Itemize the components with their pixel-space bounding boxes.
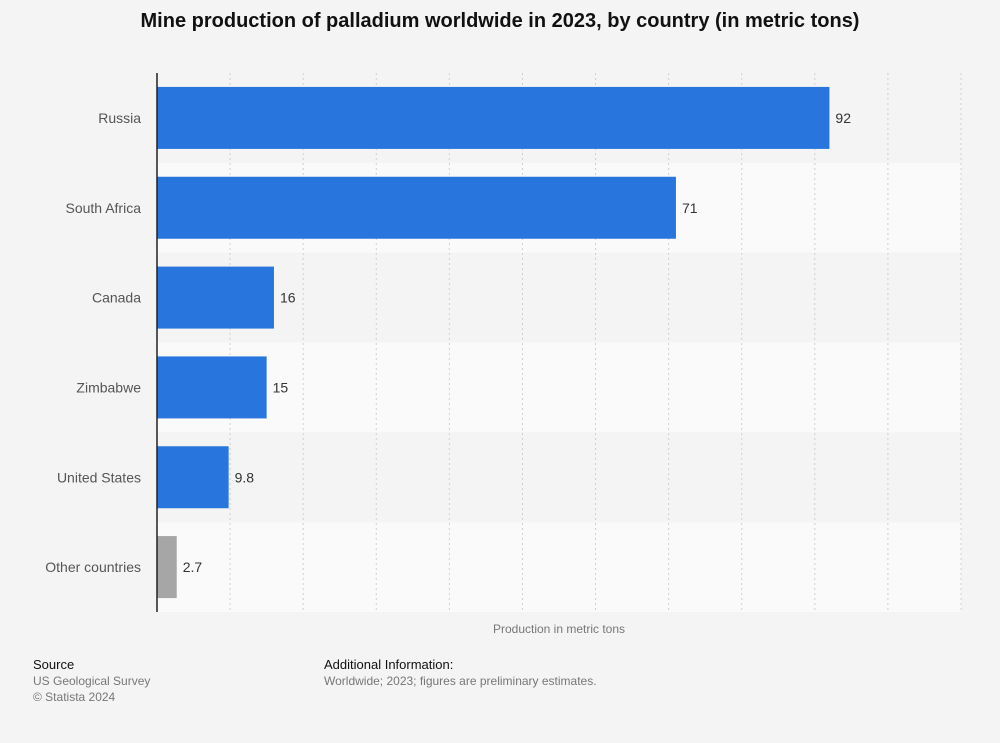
chart-title: Mine production of palladium worldwide i… <box>140 10 860 32</box>
row-band <box>157 432 961 523</box>
additional-info-text: Worldwide; 2023; figures are preliminary… <box>324 674 597 688</box>
bar <box>157 86 830 149</box>
data-label: 15 <box>273 379 289 395</box>
category-label: Other countries <box>45 559 141 575</box>
category-label: Zimbabwe <box>76 379 141 395</box>
additional-info-heading: Additional Information: <box>324 657 454 672</box>
row-band <box>157 252 961 343</box>
row-band <box>157 522 961 612</box>
category-label: Canada <box>92 290 141 306</box>
x-axis-title: Production in metric tons <box>493 622 625 636</box>
data-label: 92 <box>835 110 851 126</box>
bar <box>157 536 177 599</box>
additional-info-block: Additional Information: Worldwide; 2023;… <box>324 657 597 689</box>
bar <box>157 176 676 239</box>
row-band <box>157 342 961 433</box>
bar-chart: Russia 92 South Africa 71 Canada 16 Zimbabwe 15… <box>45 73 962 636</box>
bar <box>157 356 267 419</box>
source-line-1: US Geological Survey <box>33 674 151 688</box>
source-line-2: © Statista 2024 <box>33 690 116 704</box>
bar <box>157 446 229 509</box>
data-label: 9.8 <box>235 469 255 485</box>
source-block: Source US Geological Survey © Statista 2… <box>33 657 150 705</box>
source-heading: Source <box>33 657 75 672</box>
data-label: 16 <box>280 290 296 306</box>
category-label: United States <box>57 469 141 485</box>
data-label: 71 <box>682 200 698 216</box>
bar <box>157 266 274 329</box>
data-label: 2.7 <box>183 559 203 575</box>
category-label: Russia <box>98 110 141 126</box>
category-label: South Africa <box>66 200 142 216</box>
